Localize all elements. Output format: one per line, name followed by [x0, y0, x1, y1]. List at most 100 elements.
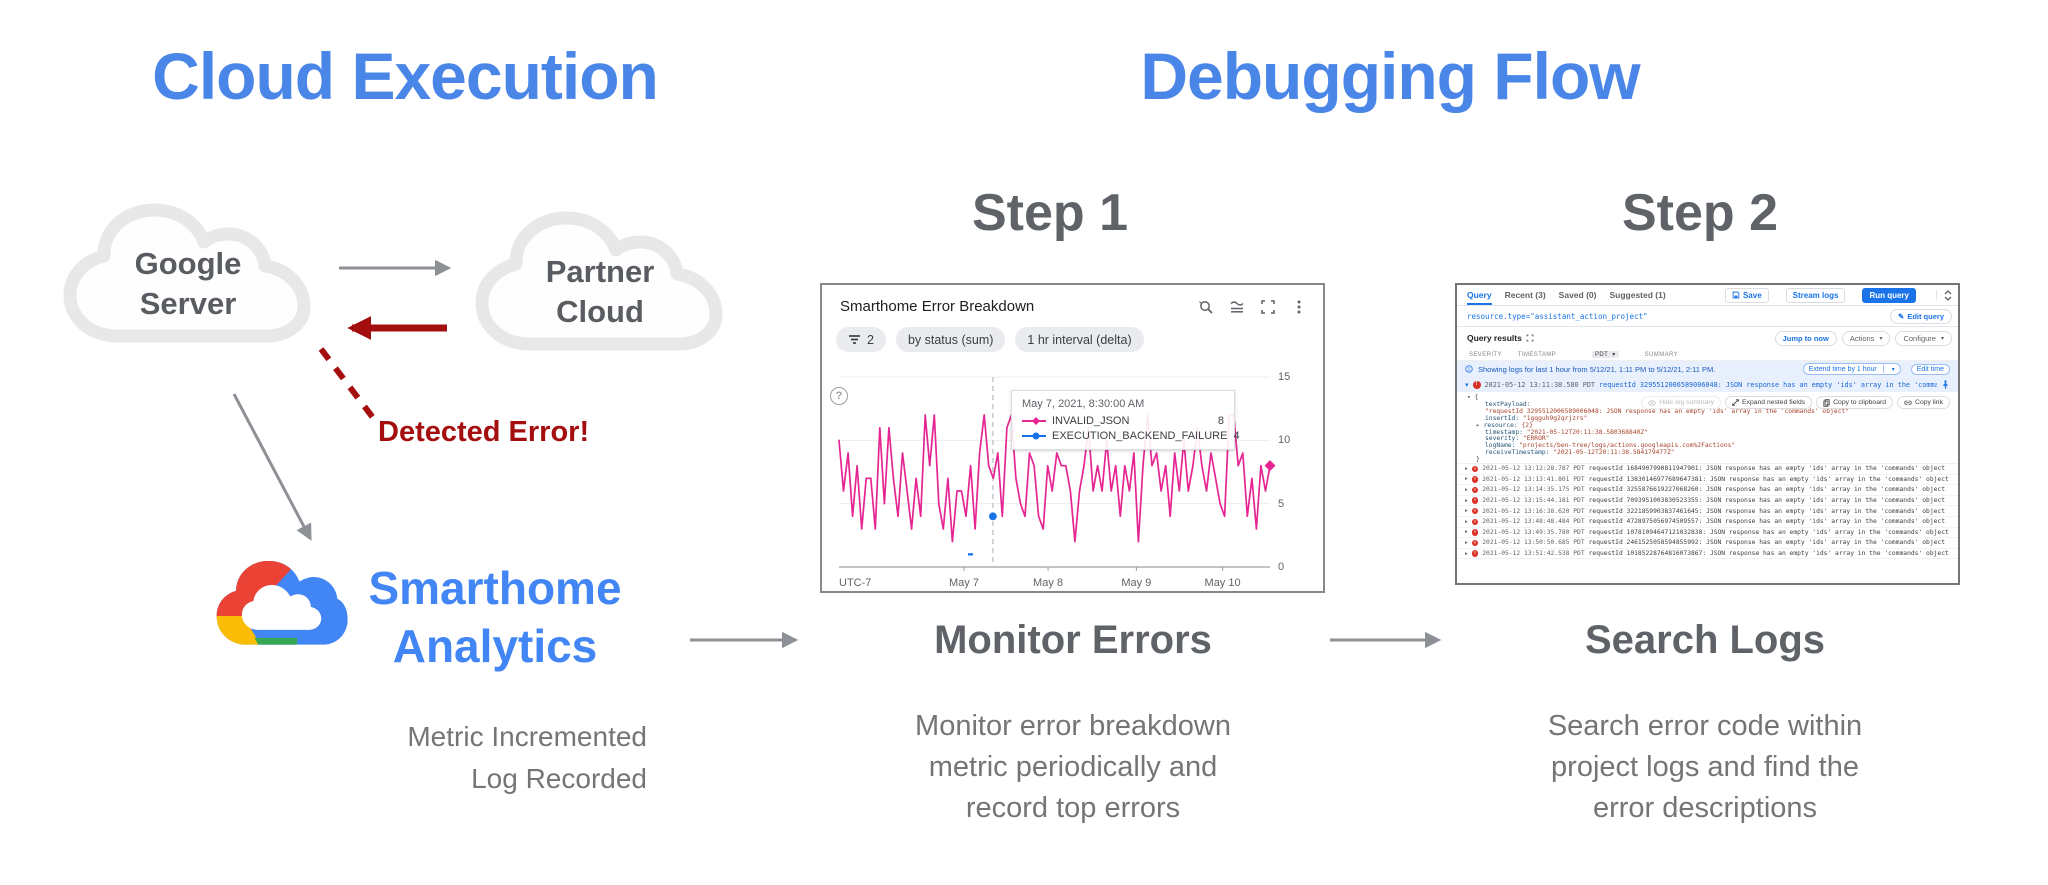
- timezone-label: PDT: [1595, 351, 1609, 358]
- edit-query-button[interactable]: ✎ Edit query: [1890, 308, 1952, 324]
- json-key: resource:: [1483, 421, 1522, 429]
- filter-icon: [849, 335, 860, 344]
- copy-link-label: Copy link: [1915, 399, 1943, 406]
- jump-to-now-button[interactable]: Jump to now: [1774, 330, 1837, 346]
- compare-icon[interactable]: [1229, 299, 1245, 315]
- query-text[interactable]: resource.type="assistant_action_project": [1467, 311, 1648, 321]
- fullscreen-icon[interactable]: [1260, 299, 1276, 315]
- log-summary: requestId 13830146977689647381: JSON res…: [1588, 475, 1949, 483]
- log-row-expanded[interactable]: ▾ ! 2021-05-12 13:11:38.580 PDT requestI…: [1457, 377, 1958, 392]
- configure-dropdown[interactable]: Configure ▾: [1895, 330, 1952, 346]
- log-row[interactable]: ▸! 2021-05-12 13:12:28.787 PDT requestId 1…: [1457, 464, 1958, 475]
- chevron-down-icon[interactable]: ▾: [1465, 381, 1469, 389]
- tab-suggested[interactable]: Suggested (1): [1609, 290, 1666, 300]
- series-name: EXECUTION_BACKEND_FAILURE: [1052, 430, 1228, 442]
- tooltip-row: EXECUTION_BACKEND_FAILURE 4: [1022, 430, 1240, 442]
- smarthome-analytics-label: Smarthome Analytics: [368, 562, 622, 672]
- run-query-label: Run query: [1869, 290, 1909, 300]
- error-severity-icon: !: [1471, 550, 1479, 557]
- log-row[interactable]: ▸! 2021-05-12 13:51:42.538 PDT requestId 1…: [1457, 549, 1958, 560]
- x-axis-tick-label: May 9: [1121, 577, 1152, 589]
- expand-nested-fields-button[interactable]: Expand nested fields: [1725, 396, 1813, 409]
- log-table-header: SEVERITY TIMESTAMP PDT ▾ SUMMARY: [1457, 349, 1958, 361]
- chevron-down-icon: ▾: [1612, 352, 1616, 358]
- json-line: textPayload:: [1457, 401, 1958, 409]
- log-timestamp: 2021-05-12 13:11:38.580 PDT: [1484, 380, 1596, 389]
- chevron-right-icon[interactable]: ▸: [1465, 539, 1468, 546]
- save-icon: [1732, 291, 1740, 299]
- log-timestamp: 2021-05-12 13:51:42.538 PDT: [1482, 550, 1585, 558]
- chevron-right-icon[interactable]: ▸: [1476, 421, 1484, 429]
- error-severity-icon: !: [1471, 497, 1479, 504]
- expand-icon[interactable]: [1526, 334, 1534, 342]
- log-row[interactable]: ▸! 2021-05-12 13:49:35.780 PDT requestId 1…: [1457, 528, 1958, 539]
- extend-time-button[interactable]: Extend time by 1 hour ▾: [1802, 363, 1901, 375]
- step2-heading: Step 2: [1621, 184, 1779, 242]
- chevron-right-icon[interactable]: ▸: [1465, 529, 1468, 536]
- chevron-right-icon[interactable]: ▸: [1465, 508, 1468, 515]
- info-icon: [1465, 365, 1473, 373]
- log-row[interactable]: ▸! 2021-05-12 13:13:41.801 PDT requestId 1…: [1457, 475, 1958, 486]
- edit-time-button[interactable]: Edit time: [1910, 363, 1950, 375]
- chevron-right-icon[interactable]: ▸: [1465, 486, 1468, 493]
- copy-to-clipboard-button[interactable]: Copy to clipboard: [1816, 396, 1894, 409]
- hide-log-summary-button: Hide log summary: [1641, 396, 1722, 409]
- log-timestamp: 2021-05-12 13:14:35.175 PDT: [1482, 486, 1585, 494]
- group-by-chip[interactable]: by status (sum): [895, 327, 1006, 352]
- error-severity-icon: !: [1471, 507, 1479, 515]
- partner-cloud: Partner Cloud: [470, 198, 730, 368]
- log-row[interactable]: ▸! 2021-05-12 13:14:35.175 PDT requestId 3…: [1457, 485, 1958, 496]
- chevron-right-icon[interactable]: ▸: [1465, 465, 1468, 472]
- json-key: receiveTimestamp:: [1485, 449, 1554, 457]
- chevron-right-icon[interactable]: ▸: [1465, 550, 1468, 557]
- json-value: "requestId 3295512006589006048: JSON res…: [1485, 407, 1849, 415]
- debugging-flow-title: Debugging Flow: [1140, 39, 1640, 113]
- save-button[interactable]: Save: [1724, 287, 1769, 303]
- chevron-down-icon[interactable]: ▾: [1467, 394, 1475, 401]
- log-entry-json: Hide log summary Expand nested fields Co…: [1457, 392, 1958, 464]
- kebab-menu-icon[interactable]: [1291, 299, 1307, 315]
- monitor-errors-heading: Monitor Errors: [934, 618, 1212, 662]
- json-key: severity:: [1485, 435, 1523, 443]
- tab-query[interactable]: Query: [1467, 285, 1492, 305]
- series-swatch-pink: [1022, 417, 1046, 425]
- zoom-reset-icon[interactable]: [1198, 299, 1214, 315]
- log-row[interactable]: ▸! 2021-05-12 13:16:38.620 PDT requestId 3…: [1457, 506, 1958, 517]
- json-brace: {: [1474, 394, 1479, 401]
- interval-chip[interactable]: 1 hr interval (delta): [1015, 327, 1144, 352]
- error-severity-icon: !: [1471, 539, 1479, 547]
- tab-saved[interactable]: Saved (0): [1558, 290, 1597, 300]
- error-severity-icon: !: [1471, 486, 1479, 494]
- filter-chip[interactable]: 2: [836, 327, 886, 352]
- help-icon[interactable]: ?: [830, 387, 848, 405]
- search-logs-description: Search error code within project logs an…: [1547, 710, 1863, 825]
- stream-logs-button[interactable]: Stream logs: [1785, 287, 1846, 303]
- log-row[interactable]: ▸! 2021-05-12 13:15:44.181 PDT requestId 7…: [1457, 496, 1958, 507]
- log-timestamp: 2021-05-12 13:15:44.181 PDT: [1482, 497, 1585, 505]
- run-query-button[interactable]: Run query: [1862, 287, 1916, 303]
- configure-label: Configure: [1903, 333, 1936, 343]
- y-axis-tick-label: 10: [1278, 434, 1291, 447]
- copy-link-button[interactable]: Copy link: [1897, 396, 1950, 409]
- actions-dropdown[interactable]: Actions ▾: [1841, 330, 1891, 346]
- cloud-shape: [475, 211, 723, 351]
- log-row[interactable]: ▸! 2021-05-12 13:48:48.484 PDT requestId 4…: [1457, 517, 1958, 528]
- log-timestamp: 2021-05-12 13:50:50.685 PDT: [1482, 539, 1585, 547]
- chevron-right-icon[interactable]: ▸: [1465, 476, 1468, 483]
- collapse-toggle-icon[interactable]: [1936, 289, 1952, 301]
- log-row[interactable]: ▸! 2021-05-12 13:50:50.685 PDT requestId 2…: [1457, 538, 1958, 549]
- chevron-right-icon[interactable]: ▸: [1465, 497, 1468, 504]
- json-payload: ▾ {textPayload: "requestId 3295512006589…: [1457, 394, 1958, 464]
- pin-icon[interactable]: [1941, 380, 1950, 389]
- chevron-right-icon[interactable]: ▸: [1465, 518, 1468, 525]
- search-logs-heading: Search Logs: [1584, 618, 1826, 662]
- json-key: logName:: [1485, 442, 1520, 450]
- timezone-dropdown[interactable]: PDT ▾: [1592, 351, 1619, 358]
- json-line: severity: "ERROR": [1457, 435, 1958, 443]
- tab-recent[interactable]: Recent (3): [1504, 290, 1546, 300]
- cloud-execution-title: Cloud Execution: [152, 39, 659, 113]
- step1-heading: Step 1: [971, 184, 1129, 242]
- json-value: "projects/ben-tree/logs/actions.googleap…: [1519, 442, 1736, 450]
- x-axis-tick-label: May 10: [1204, 577, 1241, 589]
- partner-cloud-label: Partner Cloud: [545, 253, 655, 329]
